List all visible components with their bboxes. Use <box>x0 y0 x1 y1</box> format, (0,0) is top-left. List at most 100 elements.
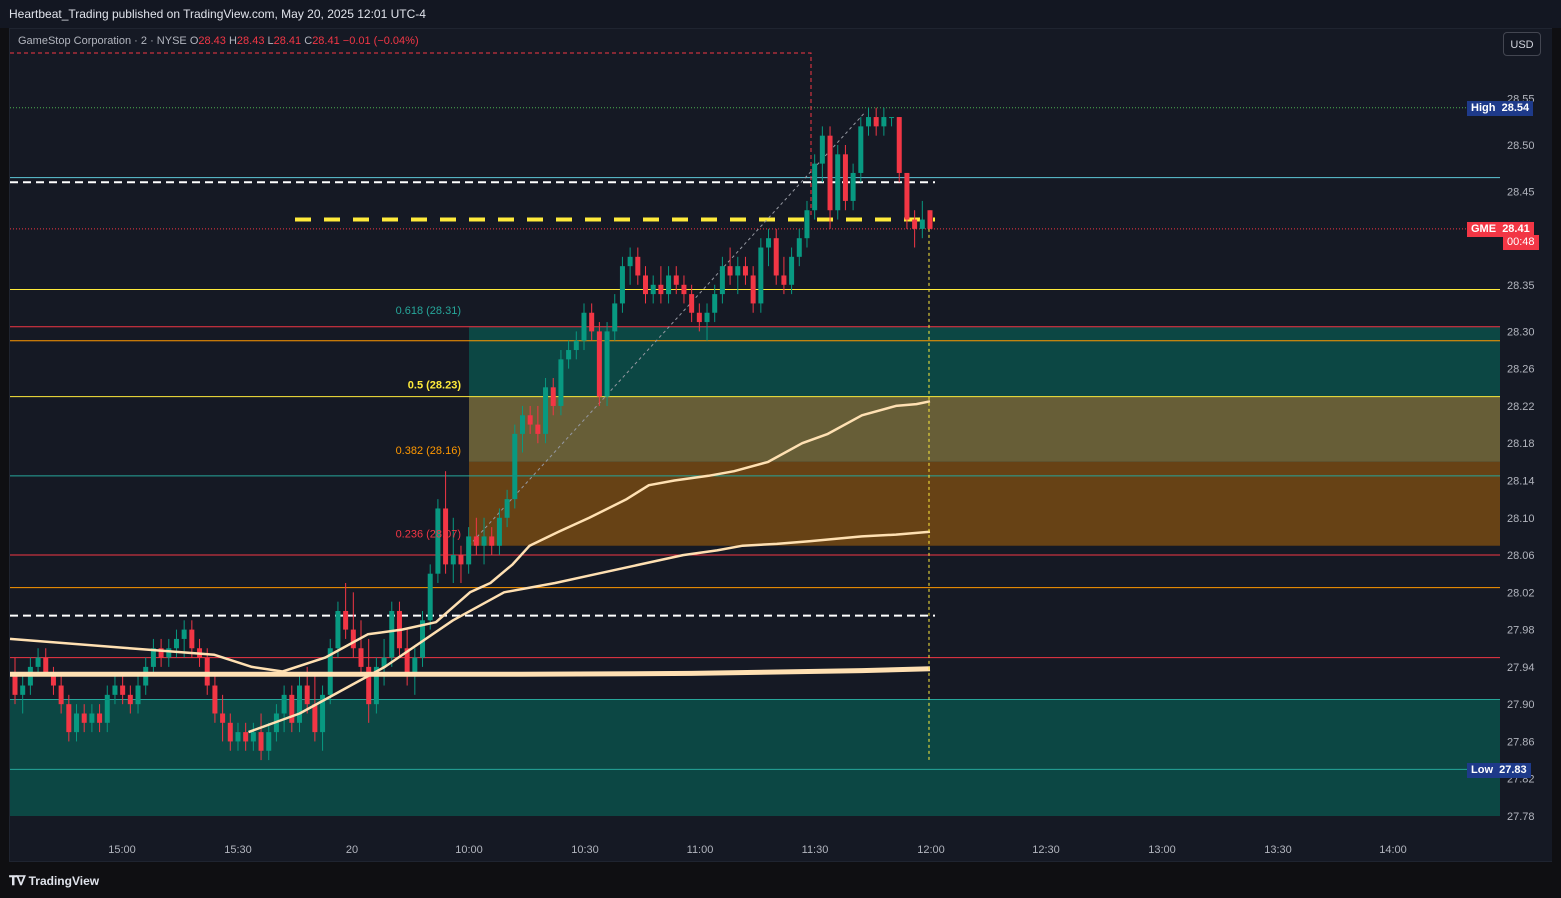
candle-body <box>681 284 687 295</box>
symbol-name[interactable]: GameStop Corporation · 2 · NYSE <box>18 35 187 47</box>
y-tick-label: 28.02 <box>1507 587 1535 599</box>
candle-body <box>343 610 349 630</box>
price-axis-background <box>1500 29 1552 861</box>
vwap-line <box>9 400 931 673</box>
candle-body <box>243 732 249 742</box>
candle-body <box>112 685 118 695</box>
candle-body <box>235 732 241 742</box>
y-tick-label: 28.50 <box>1507 140 1535 152</box>
candle-body <box>435 508 441 574</box>
y-tick-label: 27.78 <box>1507 811 1535 823</box>
candle-body <box>804 210 810 239</box>
candle-body <box>74 713 80 733</box>
candle-body <box>704 312 710 323</box>
symbol-legend: GameStop Corporation · 2 · NYSE O28.43 H… <box>18 35 419 47</box>
low-tag-label: Low <box>1471 764 1493 776</box>
candle-body <box>89 713 95 723</box>
y-tick-label: 28.30 <box>1507 326 1535 338</box>
last-tag-value: 28.41 <box>1502 223 1530 235</box>
candle-body <box>12 676 18 695</box>
fib-zone <box>469 461 1500 546</box>
candle-body <box>812 163 818 211</box>
candle-body <box>250 732 256 742</box>
candle-body <box>873 117 879 127</box>
candle-body <box>773 238 779 276</box>
candle-body <box>519 415 525 434</box>
candle-body <box>842 154 848 201</box>
candle-body <box>604 331 610 397</box>
candle-body <box>881 117 887 127</box>
candle-body <box>81 713 87 723</box>
candle-body <box>166 648 172 658</box>
candle-body <box>427 573 433 621</box>
candle-body <box>304 685 310 705</box>
fib-level-label: 0.618 (28.31) <box>396 305 461 317</box>
candle-body <box>358 648 364 667</box>
candle-body <box>573 340 579 351</box>
candle-body <box>289 694 295 723</box>
candle-body <box>850 172 856 201</box>
y-tick-label: 28.14 <box>1507 476 1535 488</box>
candle-body <box>412 657 418 677</box>
candle-body <box>481 536 487 546</box>
candle-body <box>473 536 479 546</box>
y-tick-label: 27.86 <box>1507 736 1535 748</box>
candle-body <box>127 694 133 705</box>
candle-body <box>266 732 272 751</box>
candle-body <box>596 331 602 397</box>
candle-body <box>220 713 226 723</box>
y-tick-label: 28.22 <box>1507 401 1535 413</box>
candle-body <box>919 219 925 229</box>
candle-body <box>527 415 533 425</box>
fib-level-label: 0.5 (28.23) <box>408 380 462 392</box>
close-value: 28.41 <box>312 35 340 47</box>
candle-body <box>489 536 495 546</box>
x-tick-label: 15:00 <box>108 844 136 856</box>
candle-body <box>212 685 218 714</box>
candle-body <box>335 610 341 649</box>
high-tag-label: High <box>1471 102 1496 114</box>
x-tick-label: 12:00 <box>917 844 945 856</box>
y-tick-label: 28.06 <box>1507 550 1535 562</box>
candle-body <box>173 638 179 649</box>
candle-body <box>727 266 733 276</box>
vwap-anchor-line <box>10 666 931 677</box>
y-tick-label: 27.98 <box>1507 625 1535 637</box>
candle-body <box>366 666 372 705</box>
candle-body <box>627 256 633 267</box>
low-price-tag: Low 27.83 <box>1467 763 1531 778</box>
tradingview-brand: TradingView <box>28 874 100 888</box>
candle-body <box>135 685 141 705</box>
y-tick-label: 27.94 <box>1507 662 1535 674</box>
candle-body <box>896 117 902 173</box>
candle-body <box>666 275 672 295</box>
candle-body <box>104 694 110 723</box>
x-tick-label: 15:30 <box>224 844 252 856</box>
currency-button[interactable]: USD <box>1503 32 1541 56</box>
candle-body <box>550 387 556 406</box>
y-tick-label: 28.35 <box>1507 280 1535 292</box>
candle-body <box>543 387 549 434</box>
candle-body <box>566 350 572 360</box>
close-label: C <box>304 35 313 47</box>
fib-trend-line <box>468 112 866 547</box>
candle-body <box>35 657 41 667</box>
last-tag-label: GME <box>1471 223 1497 235</box>
candle-body <box>589 312 595 332</box>
tradingview-logo[interactable]: 𝐓∇ TradingView <box>9 873 99 889</box>
candle-body <box>20 685 26 695</box>
fib-level-label: 0.236 (28.07) <box>396 529 461 541</box>
candle-body <box>120 685 126 695</box>
high-tag-value: 28.54 <box>1501 102 1530 114</box>
candle-body <box>658 284 664 295</box>
candle-body <box>858 126 864 173</box>
candle-body <box>689 294 695 313</box>
candle-body <box>350 629 356 649</box>
candle-body <box>758 247 764 304</box>
x-tick-label: 10:30 <box>571 844 599 856</box>
vwap-lower-band-line <box>248 530 931 734</box>
candle-body <box>158 648 164 658</box>
candle-body <box>466 536 472 565</box>
candle-body <box>373 666 379 705</box>
